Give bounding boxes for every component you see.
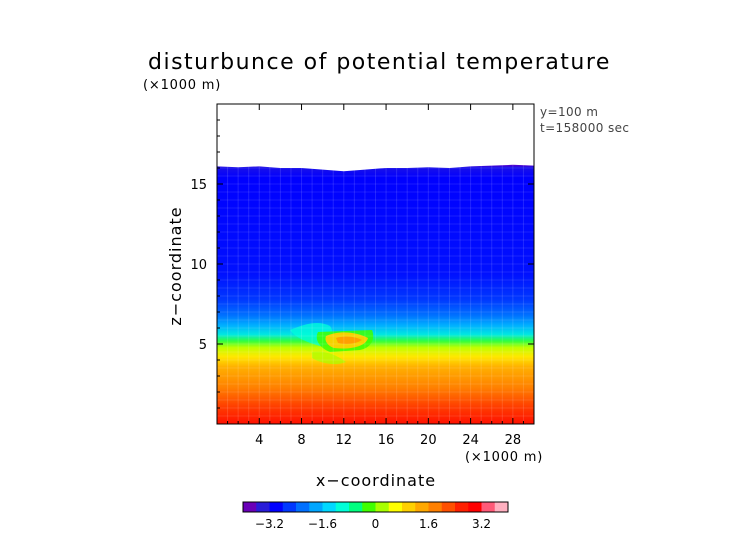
grid-lines [217, 104, 534, 424]
colorbar-segment [468, 502, 482, 512]
colorbar-tick-label: 1.6 [419, 517, 438, 531]
temperature-field [217, 164, 534, 424]
colorbar-segment [481, 502, 496, 512]
colorbar [243, 502, 509, 512]
colorbar-segment [455, 502, 469, 512]
annotation-y: y=100 m [540, 105, 598, 119]
colorbar-segment [309, 502, 323, 512]
colorbar-segment [269, 502, 284, 512]
colorbar-tick-label: −3.2 [255, 517, 284, 531]
x-tick-label: 4 [255, 433, 263, 448]
colorbar-segment [415, 502, 429, 512]
annotation-time: t=158000 sec [540, 121, 629, 135]
colorbar-segment [428, 502, 443, 512]
colorbar-frame [242, 501, 509, 513]
cool-dip [312, 351, 346, 365]
plot-area [217, 104, 534, 424]
x-tick-label: 20 [420, 433, 437, 448]
y-tick-label: 10 [190, 258, 207, 273]
warm-pocket-core [336, 336, 362, 344]
colorbar-segment [322, 502, 337, 512]
colorbar-segment [282, 502, 297, 512]
x-tick-label: 8 [297, 433, 305, 448]
colorbar-segment [362, 502, 376, 512]
colorbar-tick-label: 0 [372, 517, 380, 531]
colorbar-segment [335, 502, 350, 512]
colorbar-ticks: −3.2 −1.6 0 1.6 3.2 [255, 517, 491, 531]
x-tick-label: 24 [462, 433, 479, 448]
colorbar-segment [388, 502, 403, 512]
x-axis-ticks: 4 8 12 16 20 24 28 [227, 104, 524, 448]
colorbar-tick-label: −1.6 [308, 517, 337, 531]
x-tick-label: 12 [336, 433, 353, 448]
colorbar-segment [441, 502, 456, 512]
y-axis-title: z−coordinate [166, 206, 185, 325]
y-tick-label: 15 [190, 178, 207, 193]
x-unit-label: (×1000 m) [465, 450, 543, 465]
x-tick-label: 16 [378, 433, 395, 448]
y-unit-label: (×1000 m) [143, 78, 221, 93]
colorbar-segment [256, 502, 270, 512]
x-tick-label: 28 [505, 433, 522, 448]
colorbar-tick-label: 3.2 [472, 517, 491, 531]
x-axis-title: x−coordinate [316, 471, 436, 490]
colorbar-segment [243, 502, 257, 512]
colorbar-segment [349, 502, 363, 512]
chart-title: disturbunce of potential temperature [148, 50, 611, 75]
colorbar-segment [402, 502, 416, 512]
colorbar-segment [296, 502, 310, 512]
y-axis-ticks: 5 10 15 [190, 119, 534, 409]
colorbar-segment [375, 502, 390, 512]
y-tick-label: 5 [199, 338, 207, 353]
colorbar-segment [494, 502, 509, 512]
